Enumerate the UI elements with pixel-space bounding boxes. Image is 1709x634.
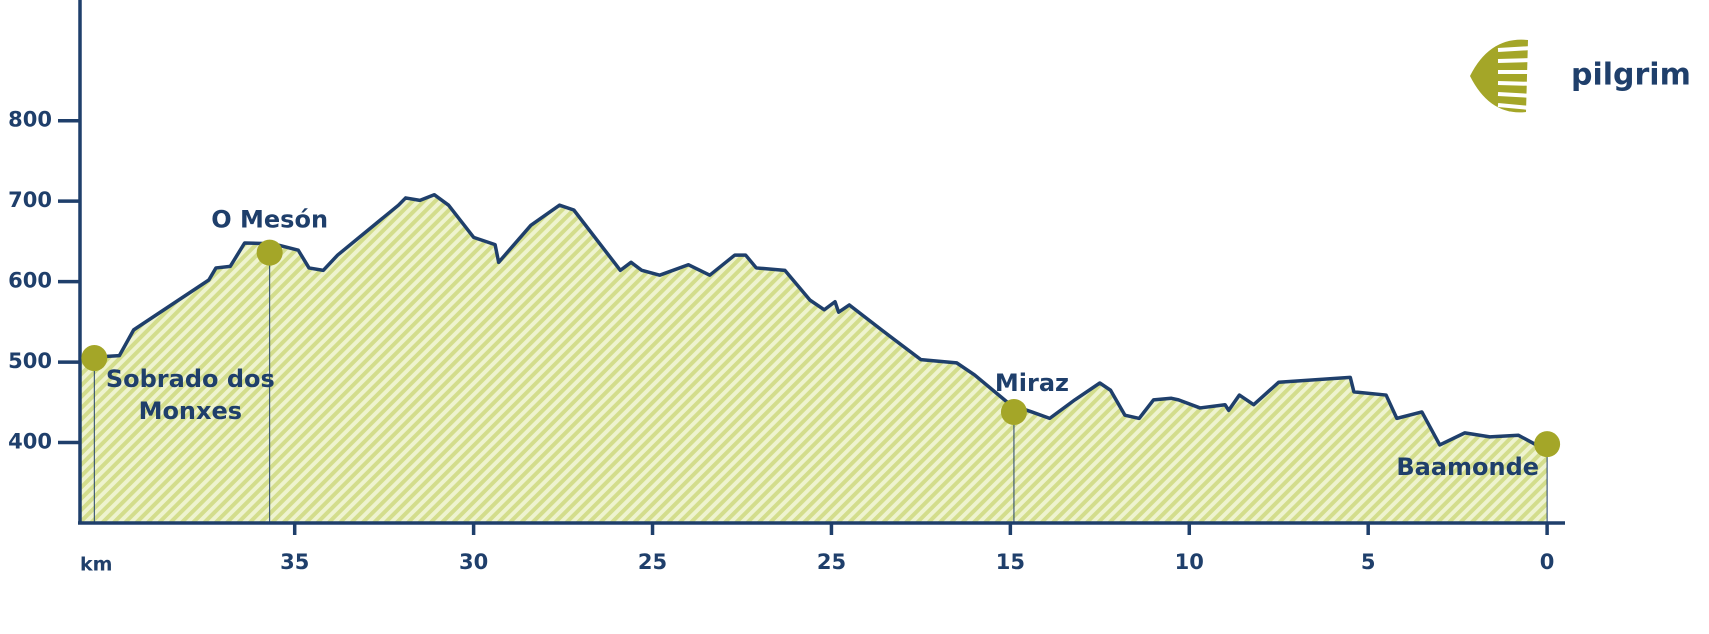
x-tick-label: 10: [1175, 550, 1204, 574]
x-tick-label: 25: [638, 550, 667, 574]
waypoint-label: O Mesón: [211, 206, 328, 234]
profile-line: [79, 192, 1548, 447]
logo-text: pilgrim: [1571, 58, 1691, 93]
waypoint-label: Monxes: [139, 397, 243, 425]
waypoint-marker: [1000, 398, 1027, 425]
area: [80, 194, 1548, 523]
y-tick-label: 600: [8, 269, 52, 293]
waypoint-marker: [256, 239, 283, 266]
logo-ribs: [1497, 46, 1537, 110]
y-tick-label: 400: [8, 430, 52, 454]
waypoint-marker: [1534, 431, 1561, 458]
x-tick-label: 25: [817, 550, 846, 574]
x-tick-label: 0: [1540, 550, 1555, 574]
waypoint-marker: [81, 345, 108, 372]
x-tick-label: 35: [280, 550, 309, 574]
y-tick-label: 700: [8, 188, 52, 212]
y-tick-label: 800: [8, 108, 52, 132]
waypoint-label: Miraz: [995, 369, 1069, 397]
y-tick-label: 500: [8, 349, 52, 373]
x-tick-label: 30: [459, 550, 488, 574]
waypoint-label: Baamonde: [1396, 453, 1539, 481]
waypoint-label: Sobrado dos: [106, 365, 275, 393]
logo: pilgrim: [1470, 39, 1691, 113]
x-axis-label: km: [80, 554, 112, 576]
x-tick-label: 15: [996, 550, 1025, 574]
x-tick-label: 5: [1361, 550, 1376, 574]
